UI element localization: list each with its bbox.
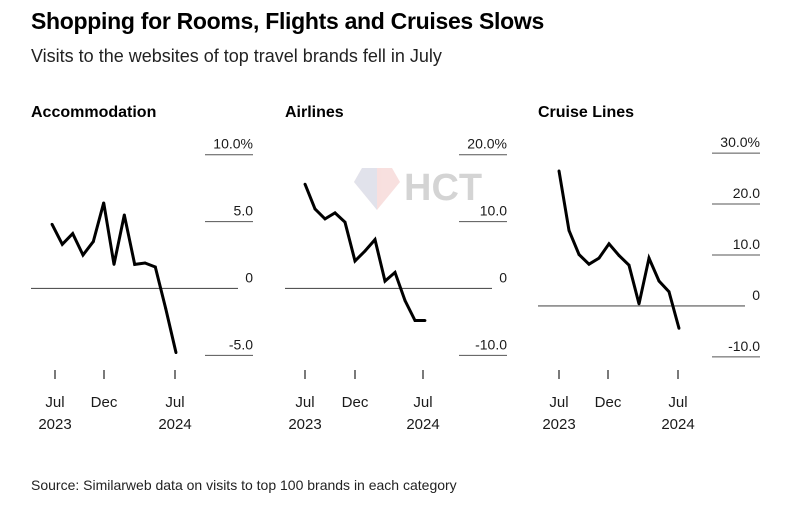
y-tick-label: 0	[752, 287, 760, 303]
chart-title: Shopping for Rooms, Flights and Cruises …	[31, 8, 544, 34]
x-tick-sublabel: 2023	[288, 416, 321, 433]
y-tick-label: 0	[245, 269, 253, 285]
data-point	[567, 229, 571, 232]
panel-title-airlines: Airlines	[285, 104, 344, 121]
data-point	[403, 299, 407, 302]
data-point	[557, 169, 561, 173]
y-tick-label: 20.0	[733, 185, 760, 201]
y-tick-label: 10.0%	[213, 136, 253, 152]
x-tick-sublabel: 2024	[158, 416, 191, 433]
watermark-logo: HCT	[354, 167, 482, 210]
x-tick-label: Jul	[295, 394, 314, 411]
x-tick-label: Dec	[595, 394, 622, 411]
watermark-diamond-icon	[354, 168, 400, 210]
data-point	[617, 254, 621, 257]
y-tick-label: -10.0	[475, 336, 507, 352]
y-tick-label: 10.0	[733, 236, 760, 252]
x-tick-label: Jul	[668, 394, 687, 411]
x-tick-label: Jul	[165, 394, 184, 411]
data-point	[303, 182, 307, 186]
data-point	[587, 262, 591, 266]
chart-subtitle: Visits to the websites of top travel bra…	[31, 46, 442, 66]
data-point	[102, 201, 106, 205]
x-tick-sublabel: 2023	[542, 416, 575, 433]
x-tick-label: Jul	[413, 394, 432, 411]
data-point	[112, 262, 116, 266]
data-point	[383, 279, 387, 283]
data-point	[597, 256, 601, 260]
data-point	[313, 207, 317, 211]
x-tick-sublabel: 2023	[38, 416, 71, 433]
x-tick-sublabel: 2024	[406, 416, 439, 433]
data-point	[677, 326, 681, 330]
data-point	[423, 319, 427, 322]
data-point	[637, 302, 641, 306]
data-point	[647, 256, 651, 260]
data-point	[164, 307, 168, 310]
data-point	[60, 242, 64, 246]
x-tick-sublabel: 2024	[661, 416, 694, 433]
data-point	[363, 249, 367, 253]
data-point	[81, 253, 85, 257]
data-point	[657, 279, 661, 283]
y-tick-label: 20.0%	[467, 136, 507, 152]
source-note: Source: Similarweb data on visits to top…	[31, 477, 457, 493]
data-point	[607, 242, 611, 246]
data-point	[667, 290, 671, 294]
data-point	[133, 262, 137, 266]
x-tick-label: Jul	[45, 394, 64, 411]
y-tick-label: 5.0	[234, 203, 254, 219]
data-point	[323, 217, 327, 221]
data-point	[353, 259, 357, 263]
data-point	[627, 263, 631, 267]
data-point	[71, 232, 75, 236]
y-tick-label: 10.0	[480, 203, 507, 219]
series-line	[557, 170, 681, 329]
data-point	[577, 253, 581, 256]
data-point	[153, 265, 157, 269]
data-point	[333, 211, 337, 215]
x-tick-label: Dec	[91, 394, 118, 411]
x-tick-label: Jul	[549, 394, 568, 411]
x-tick-label: Dec	[342, 394, 369, 411]
panel-title-cruise-lines: Cruise Lines	[538, 104, 635, 121]
data-point	[122, 213, 126, 217]
data-point	[413, 319, 417, 322]
data-point	[143, 261, 147, 265]
data-point	[393, 270, 397, 274]
y-tick-label: 30.0%	[720, 134, 760, 150]
data-point	[343, 220, 347, 224]
data-point	[174, 351, 178, 355]
data-point	[91, 240, 95, 244]
data-point	[373, 238, 377, 242]
y-tick-label: -5.0	[229, 336, 253, 352]
y-tick-label: -10.0	[728, 338, 760, 354]
watermark-text: HCT	[404, 167, 482, 209]
data-point	[50, 222, 54, 226]
panel-title-accommodation: Accommodation	[31, 104, 157, 121]
y-tick-label: 0	[499, 269, 507, 285]
